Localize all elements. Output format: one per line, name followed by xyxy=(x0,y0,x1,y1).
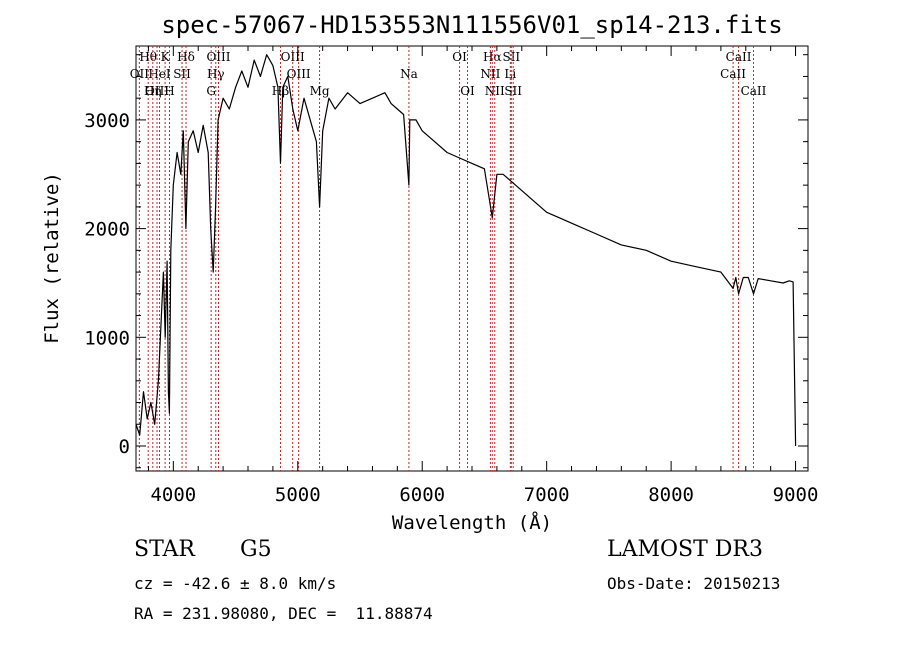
spectral-line-label: OIII xyxy=(281,50,305,64)
spectral-line-label: OIII xyxy=(145,84,169,98)
x-tick-label: 7000 xyxy=(524,484,570,506)
spectral-line-label: Na xyxy=(400,67,418,81)
spectral-line-label: CaII xyxy=(720,67,746,81)
spectral-line-label: CaII xyxy=(726,50,752,64)
spectral-line-label: SII xyxy=(173,67,191,81)
spectral-line-label: Hη xyxy=(144,84,162,98)
coordinates-text: RA = 231.98080, DEC = 11.88874 xyxy=(134,604,433,623)
spectral-line-label: Hγ xyxy=(207,67,225,81)
spectral-line-label: OIII xyxy=(287,67,311,81)
spectrum-series xyxy=(135,54,797,447)
spectral-line-label: Hα xyxy=(483,50,502,64)
spectral-line-label: SII xyxy=(502,50,520,64)
spectrum-line xyxy=(135,54,797,447)
object-subclass: G5 xyxy=(240,537,272,562)
spectral-line-label: Hδ xyxy=(177,50,195,64)
redshift-text: cz = -42.6 ± 8.0 km/s xyxy=(134,574,337,593)
spectral-line-label: Hθ xyxy=(139,50,157,64)
spectral-line-label: Li xyxy=(504,67,516,81)
y-tick-label: 2000 xyxy=(84,219,130,241)
survey-name: LAMOST DR3 xyxy=(607,537,763,562)
y-tick-label: 3000 xyxy=(84,110,130,132)
spectral-line-label: OIII xyxy=(206,50,230,64)
spectral-line-label: OI xyxy=(460,84,475,98)
x-tick-label: 8000 xyxy=(648,484,694,506)
spectral-line-label: NII xyxy=(480,67,500,81)
x-tick-label: 9000 xyxy=(773,484,819,506)
spectral-line-label: K xyxy=(161,50,171,64)
x-tick-label: 4000 xyxy=(150,484,196,506)
chart-title: spec-57067-HD153553N111556V01_sp14-213.f… xyxy=(161,11,782,39)
x-axis-label: Wavelength (Å) xyxy=(392,511,552,534)
y-tick-label: 0 xyxy=(119,436,130,458)
x-tick-label: 6000 xyxy=(399,484,445,506)
axis-ticks: 4000 5000 6000 7000 8000 9000 0 1000 2000 3000 xyxy=(84,46,818,506)
spectral-line-label: Mg xyxy=(310,84,330,98)
y-axis-label: Flux (relative) xyxy=(41,172,63,344)
spectral-line-label: HeI xyxy=(148,67,171,81)
object-class: STAR xyxy=(134,537,195,562)
spectral-line-label: G xyxy=(206,84,216,98)
spectral-line-label: NII xyxy=(485,84,505,98)
spectral-line-label: CaII xyxy=(741,84,767,98)
obs-date: Obs-Date: 20150213 xyxy=(607,574,781,593)
x-tick-label: 5000 xyxy=(275,484,321,506)
spectral-line-label: Hβ xyxy=(272,84,289,98)
spectral-line-label: OI xyxy=(452,50,467,64)
spectral-line-label: H xyxy=(164,84,174,98)
spectral-line-label: SII xyxy=(504,84,522,98)
y-tick-label: 1000 xyxy=(84,327,130,349)
spectral-line-label: OII xyxy=(130,67,150,81)
plot-frame xyxy=(135,45,809,472)
